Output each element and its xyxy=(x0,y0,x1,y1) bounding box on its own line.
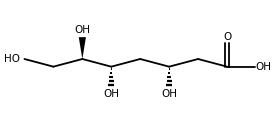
Text: OH: OH xyxy=(74,25,90,35)
Text: HO: HO xyxy=(4,54,20,64)
Polygon shape xyxy=(79,37,86,59)
Text: OH: OH xyxy=(256,62,272,72)
Text: OH: OH xyxy=(103,89,119,99)
Text: O: O xyxy=(223,32,231,42)
Text: OH: OH xyxy=(161,89,177,99)
